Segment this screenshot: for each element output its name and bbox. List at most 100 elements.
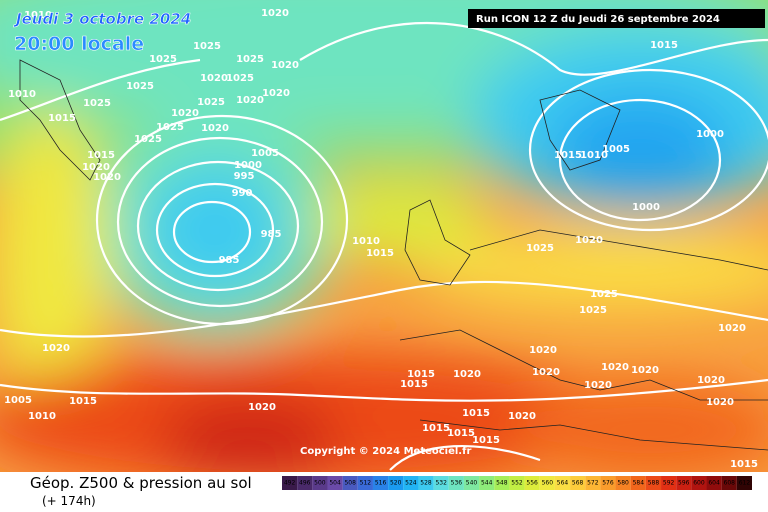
legend-label: 588: [648, 480, 660, 487]
legend-swatch: [600, 476, 616, 490]
isobar-label: 1020: [42, 343, 70, 354]
legend-swatch: [585, 476, 601, 490]
isobar-label: 1020: [200, 73, 228, 84]
isobar-label: 1025: [134, 134, 162, 145]
legend-swatch: [463, 476, 480, 490]
legend-label: 608: [724, 480, 736, 487]
legend-label: 496: [299, 480, 311, 487]
legend-swatch: [645, 476, 662, 490]
isobar-label: 1015: [472, 435, 500, 446]
legend-swatch: [736, 476, 752, 490]
legend-swatch: [282, 476, 298, 490]
legend-swatch: [342, 476, 358, 490]
isobar-label: 1020: [529, 345, 557, 356]
isobar-label: 1010: [352, 236, 380, 247]
isobar-label: 985: [219, 255, 240, 266]
isobar-label: 1020: [261, 8, 289, 19]
isobar-label: 1020: [271, 60, 299, 71]
isobar-label: 1010: [580, 150, 608, 161]
legend-label: 572: [587, 480, 599, 487]
legend-swatch: [357, 476, 373, 490]
legend-label: 584: [633, 480, 645, 487]
legend-label: 520: [390, 480, 402, 487]
isobar-label: 1025: [590, 289, 618, 300]
legend-swatch: [706, 476, 722, 490]
legend-swatch: [327, 476, 343, 490]
isobar-label: 1025: [83, 98, 111, 109]
isobar-label: 1020: [532, 367, 560, 378]
legend-swatch: [721, 476, 737, 490]
isobar-label: 1010: [28, 411, 56, 422]
isobar-label: 1000: [234, 160, 262, 171]
legend-swatch: [676, 476, 692, 490]
isobar-label: 1025: [193, 41, 221, 52]
legend-swatch: [509, 476, 525, 490]
forecast-time: 20:00 locale: [14, 33, 144, 55]
isobar-label: 985: [261, 229, 282, 240]
legend-label: 600: [693, 480, 705, 487]
legend-label: 536: [451, 480, 463, 487]
isobar-label: 1020: [93, 172, 121, 183]
legend-label: 592: [663, 480, 675, 487]
isobar-label: 1025: [149, 54, 177, 65]
isobar-label: 1005: [602, 144, 630, 155]
isobar-label: 1015: [730, 459, 758, 470]
legend-label: 492: [284, 480, 296, 487]
legend-swatch: [448, 476, 464, 490]
isobar-label: 1020: [248, 402, 276, 413]
legend-swatch: [661, 476, 677, 490]
legend-swatch: [388, 476, 404, 490]
legend-label: 556: [526, 480, 538, 487]
isobar-label: 1020: [584, 380, 612, 391]
isobar-label: 1015: [554, 150, 582, 161]
legend-label: 540: [466, 480, 478, 487]
legend-label: 568: [572, 480, 584, 487]
legend-swatch: [297, 476, 313, 490]
isobar-label: 1015: [87, 150, 115, 161]
lead-time: (+ 174h): [42, 494, 96, 508]
legend-label: 504: [329, 480, 341, 487]
isobar-label: 1015: [48, 113, 76, 124]
isobar-label: 1015: [447, 428, 475, 439]
legend-label: 544: [481, 480, 493, 487]
isobar-label: 995: [234, 171, 255, 182]
isobar-label: 1000: [632, 202, 660, 213]
isobar-label: 1020: [171, 108, 199, 119]
coastlines: [19, 59, 768, 451]
isobar-label: 1025: [226, 73, 254, 84]
legend-swatch: [494, 476, 510, 490]
legend-label: 612: [739, 480, 751, 487]
legend-swatch: [691, 476, 707, 490]
isobar-label: 1020: [601, 362, 629, 373]
isobar-label: 1005: [4, 395, 32, 406]
isobar-label: 1020: [262, 88, 290, 99]
isobar-label: 1025: [579, 305, 607, 316]
color-legend: 492 496 500 504 508 512 516 520 524 528 532 536 540 5…: [282, 476, 752, 490]
isobar-label: 990: [232, 188, 253, 199]
legend-label: 580: [617, 480, 629, 487]
run-box: [468, 9, 765, 28]
isobar-label: 1025: [197, 97, 225, 108]
isobars: [0, 21, 768, 471]
forecast-date: Jeudi 3 octobre 2024: [13, 10, 191, 28]
isobar-label: 1020: [575, 235, 603, 246]
legend-swatch: [418, 476, 434, 490]
legend-label: 604: [708, 480, 720, 487]
isobar-label: 1015: [407, 369, 435, 380]
legend-label: 532: [435, 480, 447, 487]
isobar-label: 1020: [718, 323, 746, 334]
isobar-label: 1020: [706, 397, 734, 408]
isobar-label: 1005: [251, 148, 279, 159]
isobar-label: 1015: [422, 423, 450, 434]
isobar-label: 1015: [69, 396, 97, 407]
isobar-label: 1025: [126, 81, 154, 92]
legend-swatch: [615, 476, 631, 490]
isobar-label: 1025: [526, 243, 554, 254]
legend-swatch: [554, 476, 571, 490]
isobar-label: 1015: [366, 248, 394, 259]
isobar-label: 1025: [156, 122, 184, 133]
legend-label: 552: [511, 480, 523, 487]
copyright: Copyright © 2024 Meteociel.fr: [300, 446, 471, 457]
